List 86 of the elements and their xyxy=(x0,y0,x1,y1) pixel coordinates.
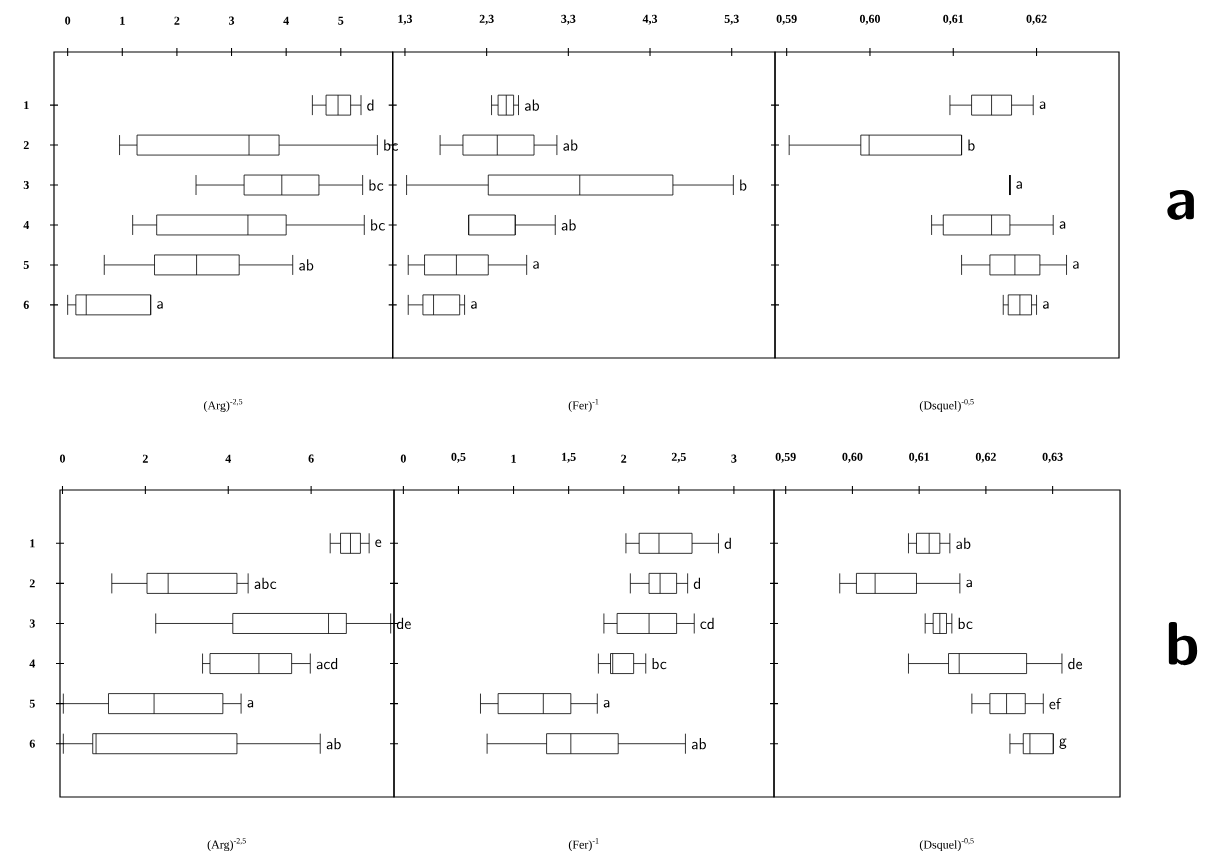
x-tick-label: 4,3 xyxy=(642,14,658,25)
x-tick-label: 1 xyxy=(511,454,516,463)
x-tick-label: 0,62 xyxy=(975,452,996,463)
annotation: a xyxy=(1073,261,1079,269)
annotation: ef xyxy=(1049,697,1062,710)
annotation: a xyxy=(1043,301,1049,309)
annotation: bc xyxy=(369,179,384,191)
y-tick-label: 3 xyxy=(23,181,29,190)
annotation: a xyxy=(533,261,539,269)
x-axis-title: (Dsquel)$^{-0,5}$ xyxy=(919,838,974,852)
x-tick-label: 0,59 xyxy=(775,452,796,463)
y-tick-label: 1 xyxy=(30,539,35,548)
y-tick-label: 2 xyxy=(23,141,29,150)
text: a xyxy=(1167,190,1194,220)
x-tick-label: 3,3 xyxy=(561,14,576,25)
x-tick-label: 3 xyxy=(229,16,235,25)
y-tick-label: 2 xyxy=(29,579,35,588)
annotation: a xyxy=(1059,221,1066,229)
x-axis-title: (Arg)$^{-2,5}$ xyxy=(207,838,246,852)
x-axis-title: (Fer)$^{-1}$ xyxy=(568,838,599,852)
annotation: b xyxy=(740,179,747,191)
annotation: cd xyxy=(700,617,714,630)
annotation: de xyxy=(396,617,411,630)
x-axis-title: (Fer)$^{-1}$ xyxy=(568,398,599,412)
x-tick-label: 2,5 xyxy=(671,452,686,463)
annotation: e xyxy=(375,539,382,548)
x-tick-label: 1,3 xyxy=(398,14,413,25)
x-tick-label: 3 xyxy=(731,454,737,463)
annotation: ab xyxy=(299,259,314,271)
annotation: bc xyxy=(652,657,667,670)
annotation: b xyxy=(968,139,975,151)
annotation: ab xyxy=(691,738,706,750)
x-tick-label: 0,59 xyxy=(776,14,797,25)
annotation: g xyxy=(1059,738,1067,749)
annotation: bc xyxy=(371,219,385,231)
annotation: d xyxy=(724,537,731,549)
x-tick-label: 4 xyxy=(283,16,289,25)
x-axis-title: (Arg)$^{-2,5}$ xyxy=(203,398,243,412)
y-tick-label: 4 xyxy=(29,659,36,668)
annotation: ab xyxy=(326,738,341,750)
annotation: ab xyxy=(956,537,971,549)
annotation: a xyxy=(966,579,972,588)
annotation: a xyxy=(1016,181,1022,189)
x-tick-label: 1,5 xyxy=(562,452,576,463)
y-tick-label: 4 xyxy=(23,221,30,229)
annotation: a xyxy=(1039,101,1046,109)
x-tick-label: 6 xyxy=(308,454,314,463)
y-tick-label: 3 xyxy=(29,619,35,628)
annotation: d xyxy=(693,577,701,590)
x-tick-label: 0 xyxy=(65,16,71,25)
text: b xyxy=(1168,621,1198,666)
x-tick-label: 5,3 xyxy=(724,14,739,25)
y-tick-label: 5 xyxy=(29,699,35,708)
x-tick-label: 2,3 xyxy=(479,14,494,25)
x-tick-label: 0 xyxy=(400,454,406,463)
x-tick-label: 0,62 xyxy=(1026,14,1047,25)
annotation: a xyxy=(247,699,254,708)
x-tick-label: 0,60 xyxy=(859,14,881,25)
annotation: a xyxy=(157,301,163,309)
annotation: ab xyxy=(561,219,576,231)
annotation: abc xyxy=(254,577,277,590)
y-tick-label: 6 xyxy=(29,739,35,748)
x-axis-title: (Dsquel)$^{-0,5}$ xyxy=(919,398,974,412)
y-tick-label: 1 xyxy=(24,101,29,110)
x-tick-label: 4 xyxy=(225,454,232,463)
x-tick-label: 1 xyxy=(120,16,125,25)
annotation: d xyxy=(367,99,374,111)
x-tick-label: 0,5 xyxy=(451,452,466,463)
annotation: acd xyxy=(316,657,338,670)
x-tick-label: 2 xyxy=(142,454,148,463)
x-tick-label: 0,61 xyxy=(943,14,964,25)
x-tick-label: 2 xyxy=(174,16,180,25)
x-tick-label: 0,63 xyxy=(1042,452,1063,463)
x-tick-label: 0 xyxy=(59,454,66,463)
annotation: a xyxy=(603,699,610,708)
x-tick-label: 5 xyxy=(338,16,344,25)
x-tick-label: 0,61 xyxy=(909,452,930,463)
x-tick-label: 0,60 xyxy=(842,452,863,463)
annotation: ab xyxy=(524,99,540,111)
annotation: a xyxy=(471,301,477,309)
y-tick-label: 6 xyxy=(23,300,29,309)
y-tick-label: 5 xyxy=(23,260,29,269)
annotation: de xyxy=(1068,657,1083,670)
annotation: bc xyxy=(958,617,973,630)
x-tick-label: 2 xyxy=(621,454,627,463)
annotation: ab xyxy=(563,139,578,151)
